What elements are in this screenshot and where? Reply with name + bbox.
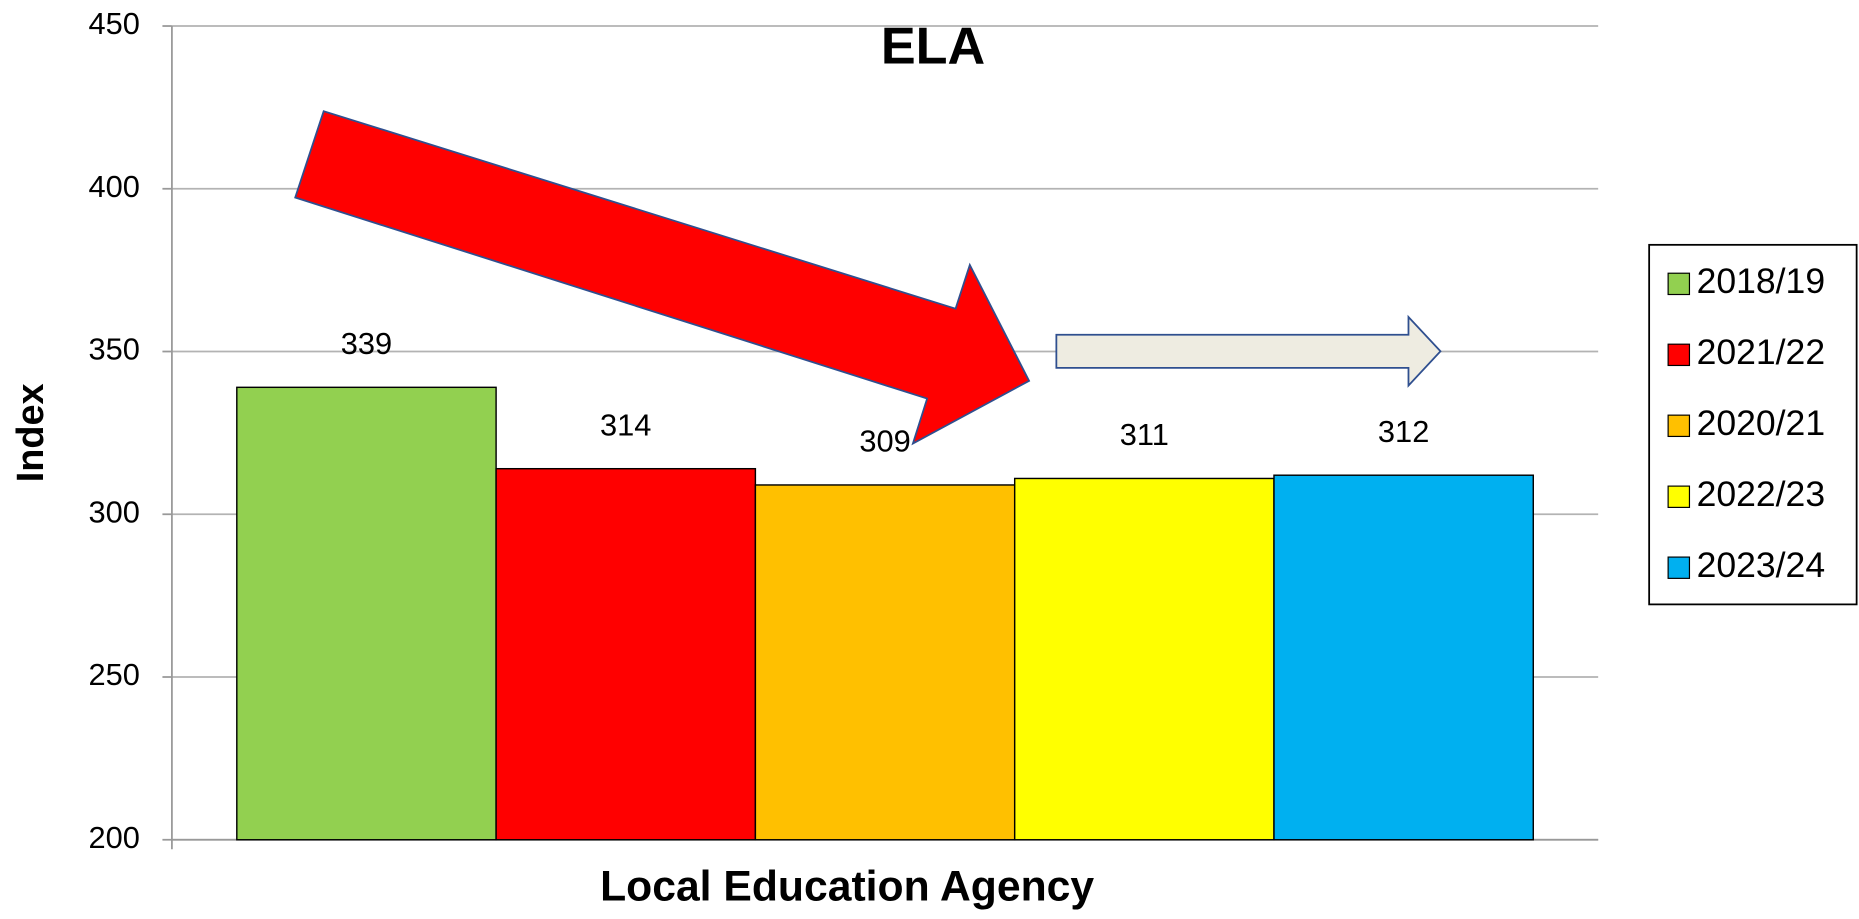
red-arrow xyxy=(294,110,1031,446)
y-tick-label: 450 xyxy=(88,6,139,41)
legend-label: 2023/24 xyxy=(1697,545,1826,585)
chart-title: ELA xyxy=(881,17,985,75)
data-label: 314 xyxy=(600,407,651,442)
y-axis-label: Index xyxy=(10,383,52,482)
y-tick-label: 350 xyxy=(88,332,139,367)
y-tick-label: 200 xyxy=(88,820,139,855)
legend-label: 2022/23 xyxy=(1697,474,1826,514)
data-label: 309 xyxy=(859,424,910,459)
data-label: 339 xyxy=(341,326,392,361)
y-tick-label: 400 xyxy=(88,169,139,204)
legend: 2018/19 2021/22 2020/21 2022/23 2023/24 xyxy=(1667,261,1826,585)
bar xyxy=(236,386,497,841)
legend-label: 2018/19 xyxy=(1697,261,1826,301)
labels: Local Education Agency 339 314 309 311 312 xyxy=(341,326,1430,911)
gray-arrow xyxy=(1055,314,1442,388)
legend-swatch xyxy=(1667,272,1691,296)
y-tick-label: 250 xyxy=(88,657,139,692)
legend-label: 2020/21 xyxy=(1697,403,1826,443)
bar xyxy=(1013,477,1275,841)
legend-swatch xyxy=(1667,414,1691,438)
legend-swatch xyxy=(1667,556,1691,579)
legend-label: 2021/22 xyxy=(1697,332,1826,372)
data-label: 311 xyxy=(1120,417,1169,452)
legend-swatch xyxy=(1667,485,1691,508)
bar xyxy=(754,484,1016,841)
bars xyxy=(236,386,1534,841)
x-tick-label: Local Education Agency xyxy=(600,863,1094,911)
bar xyxy=(495,467,757,841)
legend-swatch xyxy=(1667,343,1691,367)
y-tick-label: 300 xyxy=(88,494,139,529)
bar xyxy=(1273,474,1534,841)
data-label: 312 xyxy=(1378,414,1429,449)
